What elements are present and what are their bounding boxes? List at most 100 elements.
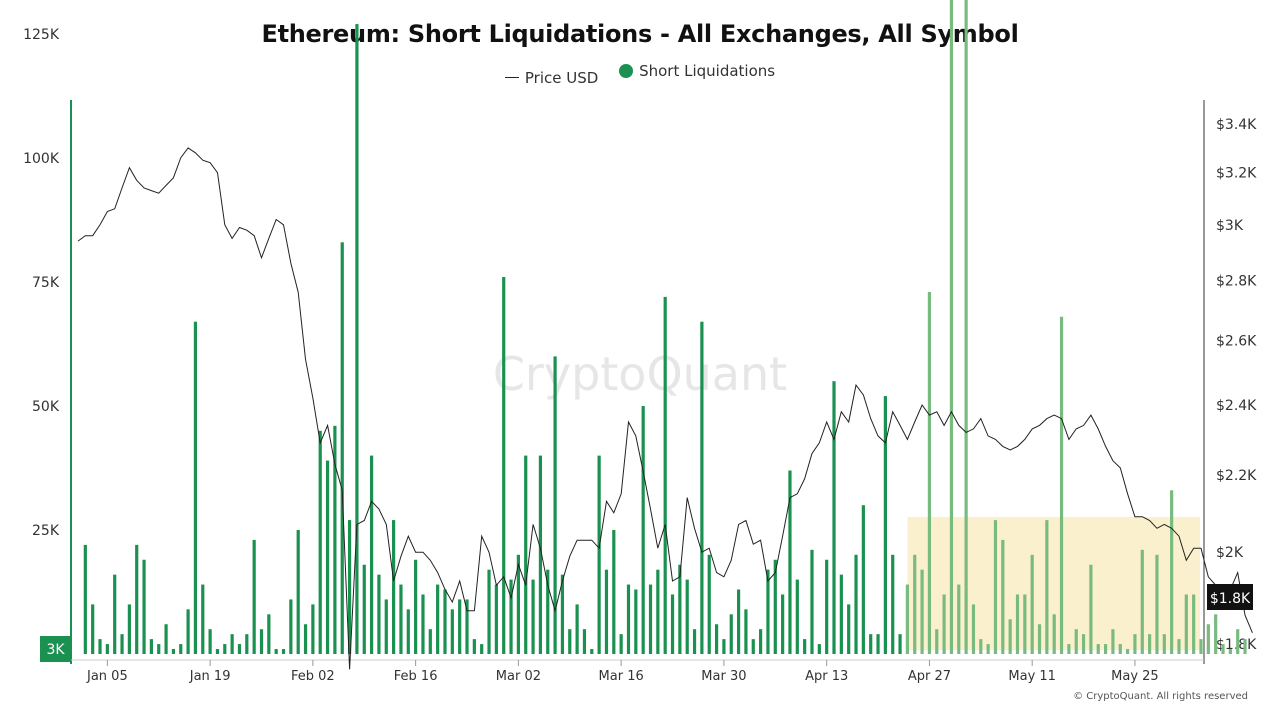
- liquidation-bar[interactable]: [1059, 316, 1064, 654]
- legend-item-liquidations[interactable]: Short Liquidations: [619, 62, 775, 80]
- liquidation-bar[interactable]: [1096, 644, 1100, 654]
- liquidation-bar[interactable]: [773, 559, 777, 654]
- liquidation-bar[interactable]: [289, 599, 293, 654]
- liquidation-bar[interactable]: [927, 291, 932, 654]
- liquidation-bar[interactable]: [1199, 639, 1203, 654]
- liquidation-bar[interactable]: [421, 594, 425, 654]
- liquidation-bar[interactable]: [678, 564, 682, 654]
- liquidation-bar[interactable]: [377, 574, 381, 654]
- liquidation-bar[interactable]: [692, 629, 697, 654]
- liquidation-bar[interactable]: [215, 649, 220, 654]
- liquidation-bar[interactable]: [568, 629, 572, 654]
- liquidation-bar[interactable]: [817, 644, 821, 654]
- liquidation-bar[interactable]: [1118, 644, 1122, 654]
- liquidation-bar[interactable]: [531, 579, 535, 654]
- liquidation-bar[interactable]: [406, 609, 410, 654]
- liquidation-bar[interactable]: [1015, 594, 1020, 654]
- liquidation-bar[interactable]: [91, 604, 95, 654]
- liquidation-bar[interactable]: [487, 569, 491, 654]
- liquidation-bar[interactable]: [502, 277, 506, 654]
- liquidation-bar[interactable]: [428, 629, 432, 654]
- liquidation-bar[interactable]: [612, 530, 616, 654]
- liquidation-bar[interactable]: [179, 644, 183, 654]
- liquidation-bar[interactable]: [803, 639, 807, 654]
- liquidation-bar[interactable]: [546, 569, 550, 654]
- liquidation-bar[interactable]: [626, 584, 631, 654]
- liquidation-bar[interactable]: [1126, 649, 1130, 654]
- liquidation-bar[interactable]: [1148, 634, 1152, 654]
- liquidation-bar[interactable]: [854, 554, 858, 654]
- liquidation-bar[interactable]: [942, 594, 946, 654]
- liquidation-bar[interactable]: [825, 559, 829, 654]
- liquidation-bar[interactable]: [267, 614, 271, 654]
- liquidation-bar[interactable]: [1214, 614, 1218, 654]
- liquidation-bar[interactable]: [935, 629, 939, 654]
- liquidation-bar[interactable]: [604, 569, 609, 654]
- liquidation-bar[interactable]: [1243, 639, 1247, 654]
- liquidation-bar[interactable]: [392, 520, 396, 654]
- liquidation-bar[interactable]: [436, 584, 440, 654]
- liquidation-bar[interactable]: [355, 24, 359, 654]
- liquidation-bar[interactable]: [1074, 629, 1078, 654]
- liquidation-bar[interactable]: [384, 599, 388, 654]
- liquidation-bar[interactable]: [369, 455, 374, 654]
- liquidation-bar[interactable]: [516, 554, 520, 654]
- liquidation-bar[interactable]: [759, 629, 763, 654]
- liquidation-bar[interactable]: [634, 589, 638, 654]
- liquidation-bar[interactable]: [883, 396, 887, 654]
- liquidation-bar[interactable]: [905, 584, 910, 654]
- liquidation-bar[interactable]: [1133, 634, 1137, 654]
- liquidation-bar[interactable]: [1052, 614, 1056, 654]
- liquidation-bar[interactable]: [795, 579, 799, 654]
- liquidation-bar[interactable]: [135, 544, 139, 654]
- liquidation-bar[interactable]: [193, 321, 198, 654]
- liquidation-bar[interactable]: [399, 584, 403, 654]
- liquidation-bar[interactable]: [1206, 624, 1210, 654]
- liquidation-bar[interactable]: [560, 574, 565, 654]
- liquidation-bar[interactable]: [362, 564, 366, 654]
- liquidation-bar[interactable]: [480, 644, 484, 654]
- liquidation-bar[interactable]: [847, 604, 851, 654]
- liquidation-bar[interactable]: [920, 569, 924, 654]
- liquidation-bar[interactable]: [1081, 634, 1086, 654]
- liquidation-bar[interactable]: [582, 629, 587, 654]
- liquidation-bar[interactable]: [1045, 520, 1049, 654]
- liquidation-bar[interactable]: [832, 381, 836, 654]
- liquidation-bar[interactable]: [149, 639, 153, 654]
- liquidation-bar[interactable]: [1008, 619, 1012, 654]
- liquidation-bar[interactable]: [648, 584, 653, 654]
- liquidation-bar[interactable]: [318, 430, 322, 654]
- liquidation-bar[interactable]: [861, 505, 865, 654]
- liquidation-bar[interactable]: [223, 644, 227, 654]
- liquidation-bar[interactable]: [1023, 594, 1027, 654]
- liquidation-bar[interactable]: [553, 356, 557, 654]
- liquidation-bar[interactable]: [171, 649, 176, 654]
- liquidation-bar[interactable]: [869, 634, 873, 654]
- liquidation-bar[interactable]: [303, 624, 308, 654]
- liquidation-bar[interactable]: [186, 609, 190, 654]
- liquidation-bar[interactable]: [1030, 554, 1034, 654]
- liquidation-bar[interactable]: [766, 569, 770, 654]
- liquidation-bar[interactable]: [1236, 629, 1240, 654]
- liquidation-bar[interactable]: [1155, 554, 1159, 654]
- liquidation-bar[interactable]: [700, 321, 704, 654]
- liquidation-bar[interactable]: [670, 594, 675, 654]
- liquidation-bar[interactable]: [898, 634, 902, 654]
- liquidation-bar[interactable]: [744, 609, 748, 654]
- liquidation-bar[interactable]: [494, 584, 498, 654]
- liquidation-bar[interactable]: [340, 242, 344, 654]
- liquidation-bar[interactable]: [663, 296, 667, 654]
- liquidation-bar[interactable]: [736, 589, 741, 654]
- liquidation-bar[interactable]: [1111, 629, 1115, 654]
- liquidation-bar[interactable]: [788, 470, 792, 654]
- liquidation-bar[interactable]: [1177, 639, 1181, 654]
- liquidation-bar[interactable]: [1103, 644, 1108, 654]
- liquidation-bar[interactable]: [83, 544, 87, 654]
- liquidation-bar[interactable]: [575, 604, 579, 654]
- liquidation-bar[interactable]: [1228, 649, 1232, 654]
- liquidation-bar[interactable]: [1037, 624, 1042, 654]
- liquidation-bar[interactable]: [252, 539, 256, 654]
- liquidation-bar[interactable]: [98, 639, 102, 654]
- liquidation-bar[interactable]: [685, 579, 689, 654]
